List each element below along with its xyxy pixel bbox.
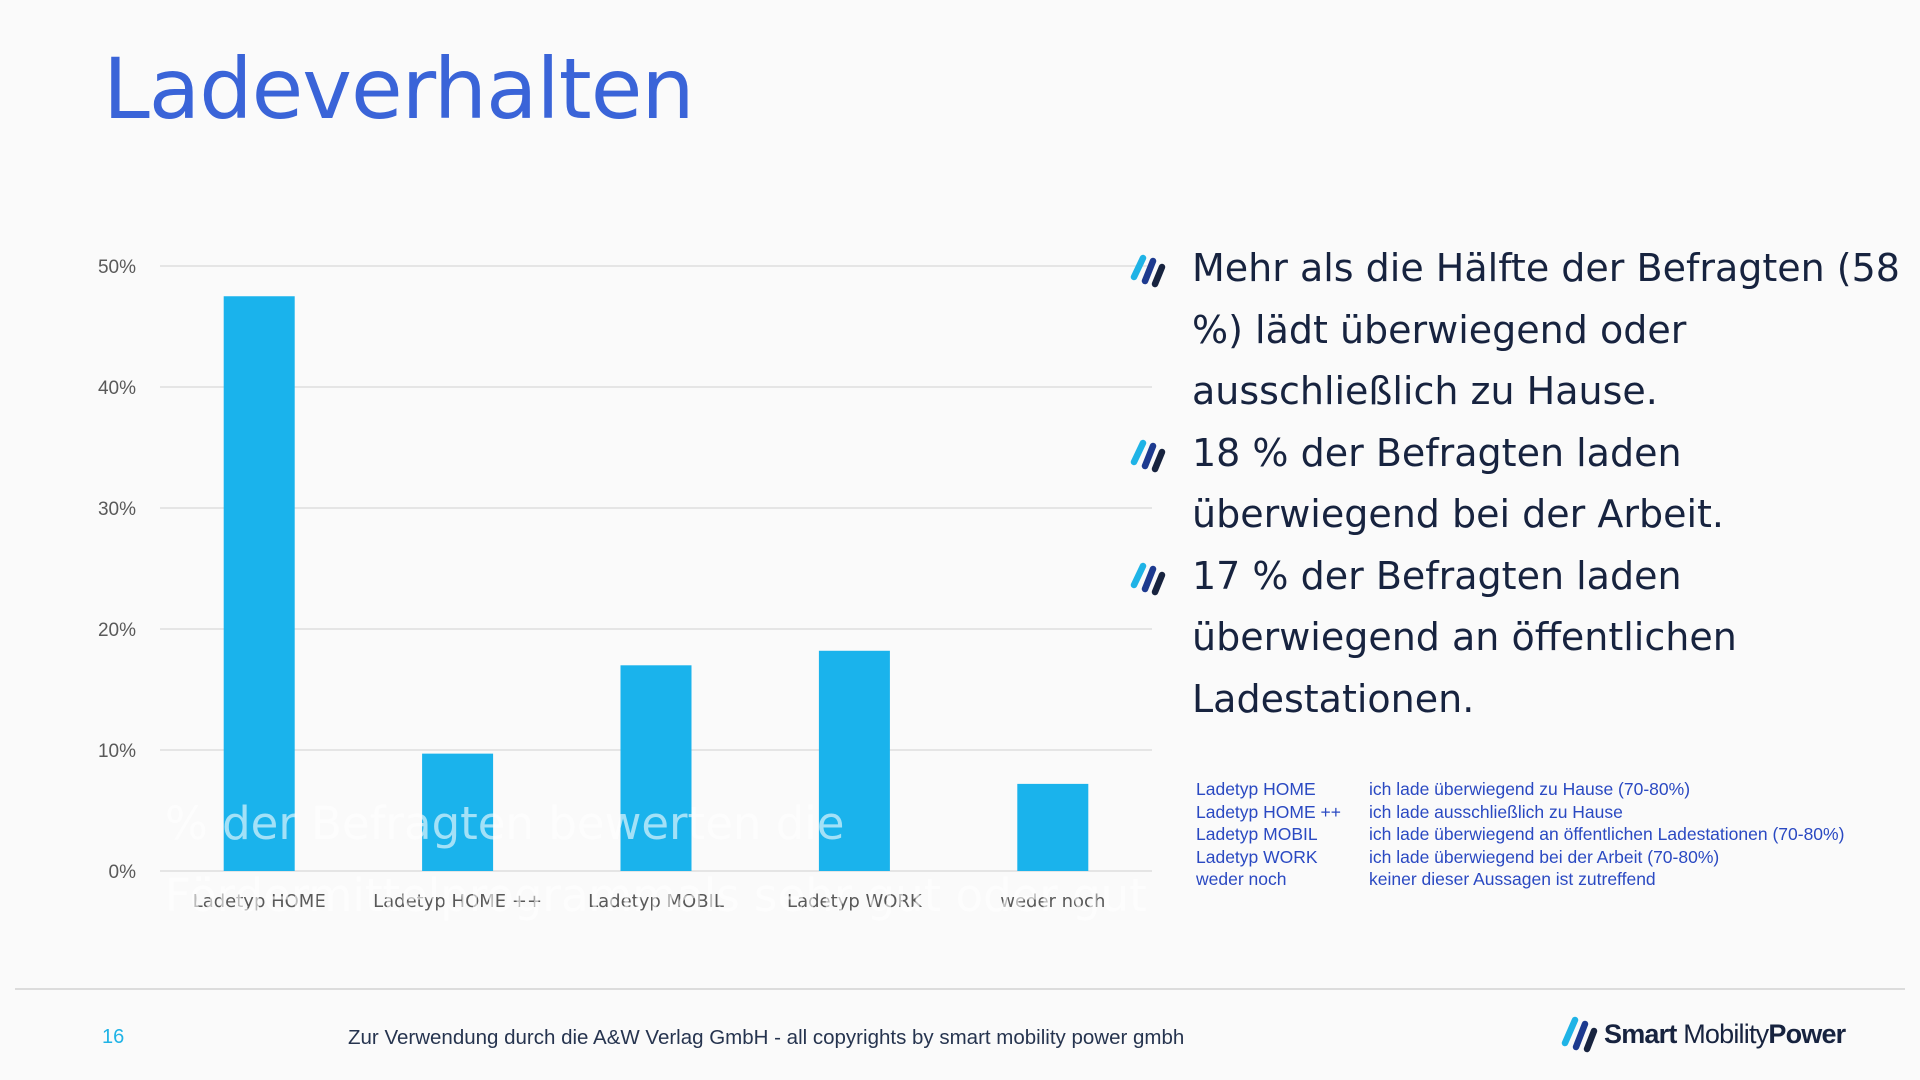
legend-description: keiner dieser Aussagen ist zutreffend [1369, 869, 1656, 889]
legend-row: Ladetyp MOBIL ich lade überwiegend an öf… [1196, 823, 1844, 846]
bar [1017, 783, 1089, 871]
bullet-item: Mehr als die Hälfte der Befragten (58 %)… [1128, 238, 1908, 423]
footer-copyright: Zur Verwendung durch die A&W Verlag GmbH… [348, 1026, 1185, 1049]
category-legend: Ladetyp HOME ich lade überwiegend zu Hau… [1196, 778, 1844, 891]
legend-key: Ladetyp MOBIL [1196, 824, 1318, 844]
bullet-text: Mehr als die Hälfte der Befragten (58 %)… [1192, 246, 1900, 413]
legend-key: weder noch [1196, 869, 1287, 889]
ghost-text-line: Fördermittelprogrammals sehr gut oder gu… [165, 869, 1147, 922]
logo-wordmark: Smart MobilityPower [1604, 1018, 1846, 1050]
x-tick-label: weder noch [1000, 891, 1105, 912]
y-tick-label: 30% [98, 499, 136, 520]
bar [223, 296, 295, 871]
x-tick-label: Ladetyp WORK [787, 891, 923, 912]
legend-key: Ladetyp HOME [1196, 779, 1316, 799]
double-slash-icon [1130, 254, 1166, 288]
legend-key: Ladetyp WORK [1196, 846, 1318, 867]
logo-word: Mobility [1683, 1018, 1769, 1049]
legend-description: ich lade überwiegend zu Hause (70-80%) [1369, 779, 1691, 799]
footer-divider [15, 988, 1905, 990]
company-logo: Smart MobilityPower [1560, 1012, 1846, 1056]
x-tick-label: Ladetyp MOBIL [588, 891, 724, 912]
double-slash-icon [1130, 439, 1166, 472]
bullet-text: 17 % der Befragten laden überwiegend an … [1192, 553, 1737, 721]
legend-description: ich lade überwiegend bei der Arbeit (70-… [1369, 846, 1720, 867]
bullet-list: Mehr als die Hälfte der Befragten (58 %)… [1128, 238, 1908, 730]
legend-row: Ladetyp HOME ++ ich lade ausschließlich … [1196, 801, 1844, 824]
double-slash-icon [1130, 562, 1166, 595]
y-tick-label: 0% [109, 862, 137, 883]
ghost-text-overlay: % der Befragten bewerten die Fördermitte… [165, 788, 1147, 932]
bullet-item: 18 % der Befragten laden überwiegend bei… [1128, 423, 1908, 546]
page-title: Ladeverhalten [103, 40, 695, 138]
legend-description: ich lade überwiegend an öffentlichen Lad… [1369, 824, 1845, 844]
legend-key: Ladetyp HOME ++ [1196, 801, 1341, 822]
ghost-text-line: % der Befragten bewerten die [165, 797, 845, 850]
legend-description: ich lade ausschließlich zu Hause [1369, 801, 1623, 822]
bar [620, 665, 692, 871]
y-tick-label: 50% [98, 257, 136, 278]
y-tick-label: 20% [98, 620, 136, 641]
x-tick-label: Ladetyp HOME ++ [373, 891, 542, 912]
double-slash-logo-icon [1561, 1016, 1598, 1053]
y-tick-label: 40% [98, 378, 136, 399]
bar [422, 753, 494, 871]
y-tick-label: 10% [98, 741, 136, 762]
legend-row: Ladetyp WORK ich lade überwiegend bei de… [1196, 846, 1844, 869]
x-tick-label: Ladetyp HOME [193, 891, 326, 912]
bullet-text: 18 % der Befragten laden überwiegend bei… [1192, 430, 1724, 537]
logo-word: Smart [1604, 1018, 1677, 1049]
logo-word: Power [1768, 1018, 1846, 1049]
page-number: 16 [102, 1026, 125, 1048]
legend-row: Ladetyp HOME ich lade überwiegend zu Hau… [1196, 778, 1844, 801]
bullet-item: 17 % der Befragten laden überwiegend an … [1128, 546, 1908, 731]
bar [818, 650, 890, 871]
legend-row: weder noch keiner dieser Aussagen ist zu… [1196, 868, 1844, 891]
